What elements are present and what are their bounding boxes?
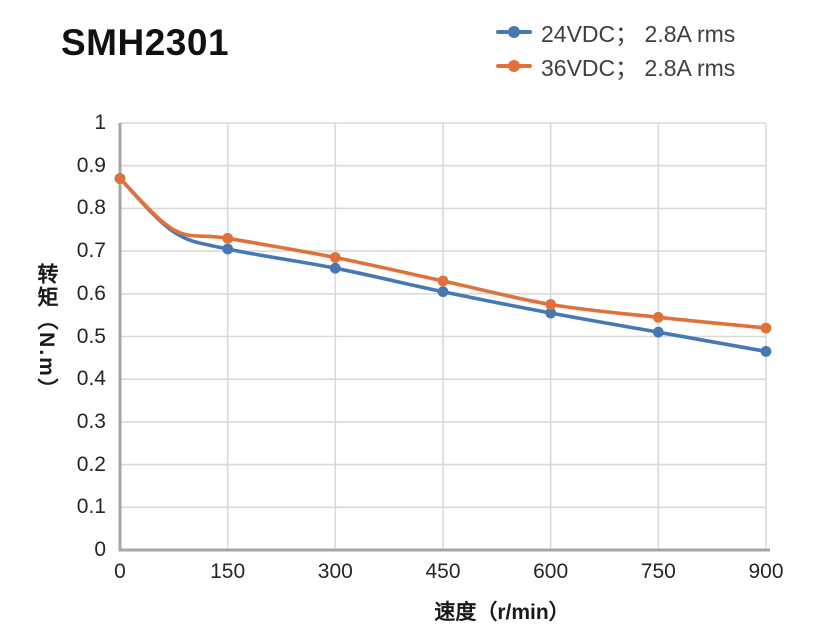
legend: 24VDC； 2.8A rms 36VDC； 2.8A rms [496, 15, 735, 82]
data-point-series-0 [545, 307, 557, 319]
y-tick-label: 0 [94, 538, 106, 561]
data-point-series-0 [437, 286, 449, 298]
x-axis-title: 速度（r/min） [434, 601, 570, 624]
data-point-series-1 [437, 275, 449, 287]
x-tick-label: 150 [210, 560, 246, 583]
data-point-series-0 [329, 262, 341, 274]
data-point-series-1 [545, 299, 557, 310]
y-tick-label: 0.4 [76, 367, 106, 391]
x-tick-label: 750 [640, 560, 676, 583]
y-tick-label: 0.7 [76, 239, 106, 263]
legend-line-marker-icon [496, 25, 532, 39]
data-point-series-0 [222, 243, 234, 255]
y-tick-label: 0.5 [76, 324, 106, 348]
data-point-series-1 [652, 311, 664, 323]
y-tick-label: 0.1 [76, 495, 106, 519]
x-tick-label: 900 [748, 560, 784, 583]
y-tick-label: 0.3 [76, 409, 106, 433]
y-tick-label: 0.6 [76, 281, 106, 305]
y-tick-label: 1 [94, 111, 106, 134]
data-point-series-1 [114, 173, 126, 184]
x-tick-label: 450 [425, 560, 461, 583]
legend-item-0: 24VDC； 2.8A rms [496, 15, 735, 48]
y-tick-label: 0.8 [76, 196, 106, 220]
legend-dot [508, 25, 520, 38]
y-tick-label: 0.9 [76, 153, 106, 177]
data-point-series-1 [760, 322, 772, 334]
x-tick-label: 300 [317, 560, 353, 583]
y-tick-label: 0.2 [76, 452, 106, 476]
x-tick-label: 600 [533, 560, 569, 583]
chart-title: SMH2301 [61, 22, 230, 63]
x-tick-label: 0 [114, 560, 126, 583]
legend-label: 24VDC； 2.8A rms [541, 20, 736, 47]
legend-line-marker-icon [496, 59, 532, 73]
data-point-series-0 [652, 326, 664, 338]
legend-label: 36VDC； 2.8A rms [541, 54, 736, 81]
data-point-series-0 [760, 346, 772, 357]
legend-dot [508, 59, 520, 72]
data-point-series-1 [329, 252, 341, 263]
y-axis-title: 转矩（N.m） [35, 263, 58, 401]
legend-item-1: 36VDC； 2.8A rms [496, 49, 735, 82]
data-point-series-1 [222, 232, 234, 244]
